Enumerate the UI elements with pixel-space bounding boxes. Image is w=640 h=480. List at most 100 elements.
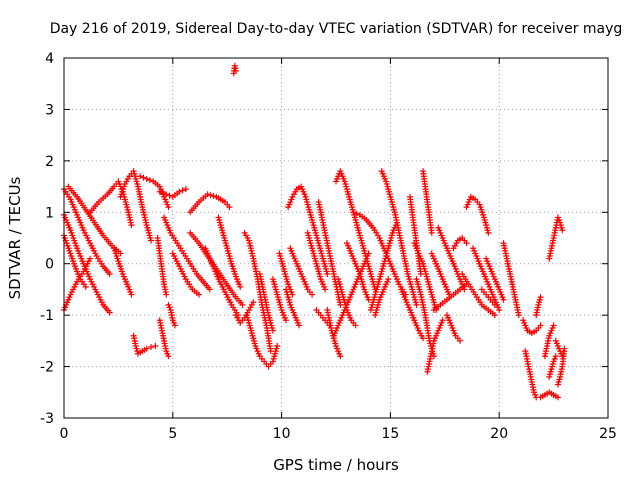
data-point <box>365 296 372 303</box>
series-arc28 <box>282 286 303 329</box>
y-tick-label: -2 <box>40 360 54 376</box>
data-point <box>420 335 427 342</box>
data-point <box>554 381 561 388</box>
series-arc56 <box>470 245 503 313</box>
series-arc14 <box>156 186 189 200</box>
data-point <box>269 327 276 334</box>
series-arc40 <box>367 219 400 313</box>
series-arc67 <box>552 337 568 388</box>
data-point <box>428 229 435 236</box>
data-point <box>160 190 167 196</box>
data-point <box>552 353 559 360</box>
series-arc13 <box>165 301 178 329</box>
data-point <box>237 283 244 290</box>
series-arc65 <box>546 353 559 380</box>
data-point <box>179 187 186 194</box>
data-point <box>457 337 464 344</box>
series-arc19 <box>202 245 242 319</box>
series-arc20 <box>215 214 244 290</box>
data-point <box>148 237 155 244</box>
y-tick-label: 4 <box>45 51 54 67</box>
data-point <box>137 173 144 180</box>
series-arc26 <box>269 276 289 324</box>
series-arc52 <box>443 312 464 344</box>
data-point <box>550 322 557 329</box>
data-point <box>166 192 173 199</box>
series-arc30 <box>287 245 316 298</box>
series-arc50 <box>435 224 468 293</box>
series-arc53 <box>450 235 470 252</box>
x-tick-label: 0 <box>60 426 69 442</box>
series-arc60 <box>520 317 544 337</box>
x-tick-label: 15 <box>381 426 399 442</box>
series-arc15 <box>161 214 213 293</box>
data-point <box>207 192 214 199</box>
series-arc08 <box>117 168 155 244</box>
series-arc66 <box>546 214 566 262</box>
series-arc37 <box>335 276 359 329</box>
series-arc24 <box>243 312 281 370</box>
data-point <box>156 188 163 195</box>
data-point <box>152 343 159 349</box>
data-point <box>289 291 296 298</box>
data-point <box>282 317 289 324</box>
data-point <box>491 312 498 319</box>
data-point <box>537 322 544 329</box>
x-tick-label: 20 <box>490 426 508 442</box>
data-point <box>413 301 420 308</box>
series-arc07 <box>111 245 135 298</box>
series-arc25 <box>256 271 276 334</box>
series-arc31 <box>304 229 329 293</box>
data-point <box>350 209 357 216</box>
series-arc47 <box>420 168 435 236</box>
data-point <box>500 296 507 303</box>
series-arc38 <box>343 240 372 303</box>
series-arc36 <box>333 168 379 293</box>
data-point <box>182 186 189 193</box>
series-arc48 <box>424 317 446 375</box>
series-arc03 <box>61 232 89 290</box>
series-arc45 <box>411 240 440 313</box>
data-point <box>210 193 217 199</box>
data-point <box>463 240 470 247</box>
data-point <box>239 301 246 308</box>
data-point <box>352 322 359 329</box>
data-point <box>128 222 135 229</box>
data-point <box>485 229 492 236</box>
data-point <box>165 353 172 360</box>
data-point <box>385 276 392 283</box>
series-arc42 <box>378 168 420 308</box>
series-arc59 <box>500 240 522 319</box>
chart-title: Day 216 of 2019, Sidereal Day-to-day VTE… <box>50 21 623 37</box>
data-point <box>106 271 113 277</box>
series-arc11 <box>154 235 170 298</box>
y-tick-label: -3 <box>40 411 54 427</box>
data-point <box>163 191 170 198</box>
data-point <box>324 271 331 277</box>
series-arc29 <box>285 183 331 277</box>
data-point <box>204 191 211 198</box>
plot-frame <box>63 57 609 419</box>
x-tick-label: 25 <box>599 426 617 442</box>
data-point <box>106 309 113 316</box>
y-axis-label: SDTVAR / TECUs <box>6 176 24 299</box>
data-point <box>515 312 522 319</box>
data-point <box>146 177 153 184</box>
data-point <box>148 344 155 351</box>
series-arc23 <box>241 229 274 355</box>
series-arc43 <box>398 286 427 342</box>
data-point <box>554 394 561 401</box>
data-point <box>296 322 303 329</box>
series-arc61 <box>522 348 540 401</box>
series-arc05 <box>65 183 124 257</box>
series-arc34 <box>324 307 344 360</box>
x-tick-labels: 0 5 10 15 20 25 <box>60 426 617 442</box>
data-point <box>226 204 233 211</box>
y-tick-label: 3 <box>45 102 54 118</box>
series-arc62 <box>533 294 544 319</box>
series-arc06 <box>87 178 135 229</box>
series-arc63 <box>537 389 561 401</box>
series-arc44 <box>406 193 424 277</box>
data-point <box>353 210 360 217</box>
